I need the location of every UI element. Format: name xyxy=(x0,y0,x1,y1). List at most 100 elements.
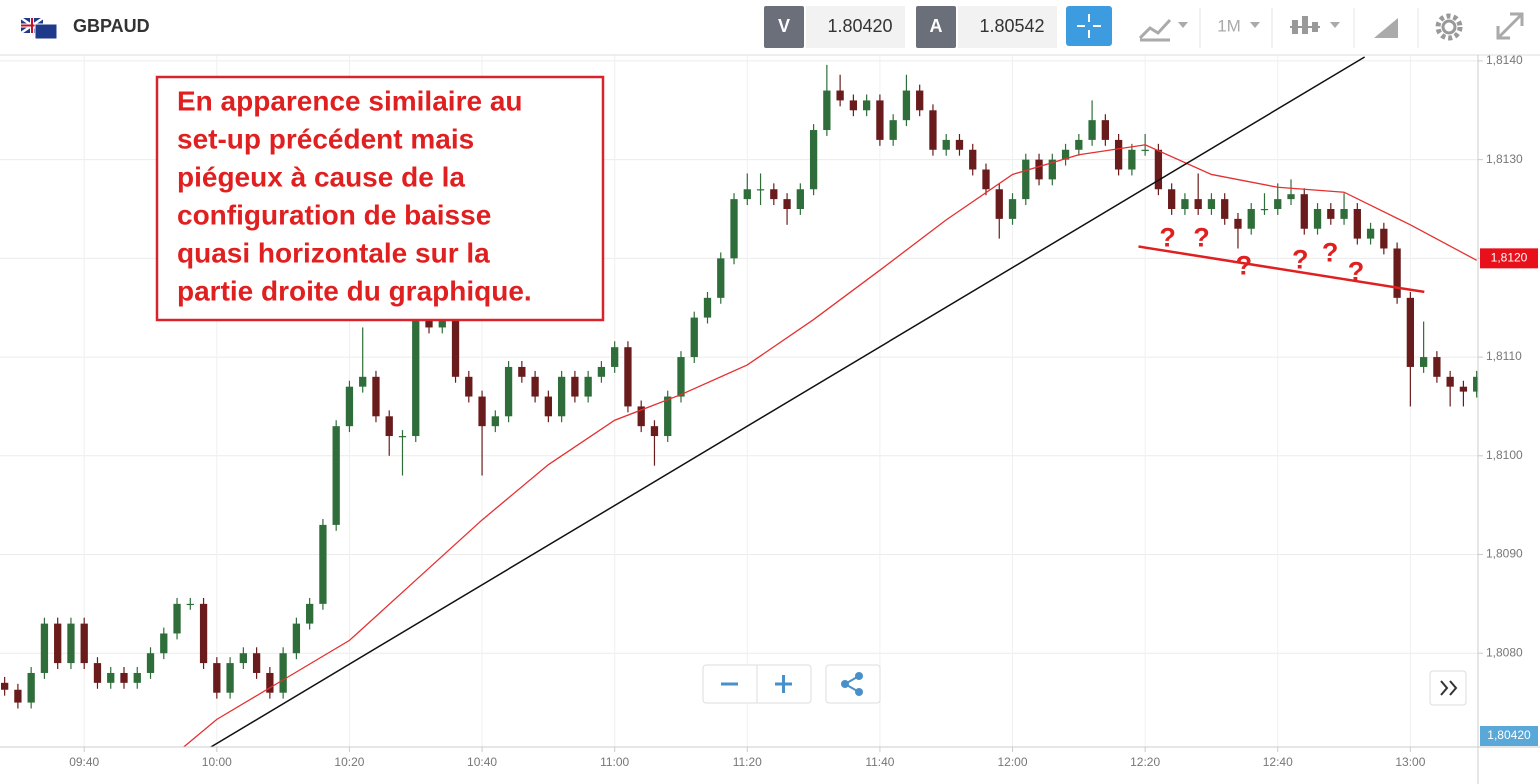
y-tick-label: 1,8140 xyxy=(1486,53,1523,67)
annotation-line: piégeux à cause de la xyxy=(177,161,465,192)
candle-body xyxy=(717,258,725,298)
candle-body xyxy=(1393,248,1401,298)
candle-body xyxy=(876,100,884,140)
question-mark: ? xyxy=(1159,223,1176,253)
candle-body xyxy=(1061,149,1070,160)
candle-body xyxy=(451,317,460,377)
candle-body xyxy=(359,376,367,387)
candle-body xyxy=(1114,139,1123,170)
x-tick-label: 10:00 xyxy=(202,755,232,769)
price-tag-box xyxy=(1480,726,1538,746)
price-tag: 1,8120 xyxy=(1480,248,1538,269)
candle-body xyxy=(107,672,115,683)
ask-box[interactable] xyxy=(958,6,1057,48)
trendline xyxy=(210,56,1365,747)
candle-body xyxy=(611,347,619,367)
candle-body xyxy=(982,169,990,190)
annotation-line: set-up précédent mais xyxy=(177,123,474,154)
candle-body xyxy=(279,653,287,693)
candle-body xyxy=(1194,199,1202,209)
candle-body xyxy=(14,689,22,703)
candle-body xyxy=(504,366,513,417)
bid-box[interactable] xyxy=(806,6,905,48)
candle-body xyxy=(637,406,645,427)
candle-body xyxy=(809,130,818,190)
candle-body xyxy=(544,396,553,417)
question-mark: ? xyxy=(1236,250,1253,280)
candle-body xyxy=(226,663,234,693)
candle-body xyxy=(571,376,579,397)
candle-body xyxy=(266,672,274,693)
candle-body xyxy=(942,139,950,150)
y-tick-label: 1,8100 xyxy=(1486,448,1523,462)
candle-body xyxy=(862,100,871,111)
candle-body xyxy=(1446,376,1454,387)
candle-body xyxy=(0,682,9,690)
candle-body xyxy=(54,623,62,664)
timeframe[interactable]: 1M xyxy=(1217,16,1241,35)
crosshair-button[interactable] xyxy=(1066,6,1112,46)
zoom-in-button[interactable] xyxy=(775,675,792,693)
candle-body xyxy=(146,653,155,673)
annotation-line: partie droite du graphique. xyxy=(177,275,532,306)
candle-body xyxy=(1035,159,1043,180)
annotation-line: configuration de baisse xyxy=(177,199,491,230)
candles-icon[interactable] xyxy=(1290,16,1320,34)
candle-body xyxy=(518,366,526,377)
settings-icon[interactable] xyxy=(1435,13,1463,41)
ask-badge[interactable] xyxy=(916,6,956,48)
annotation-line: En apparence similaire au xyxy=(177,85,523,116)
support-line xyxy=(1138,245,1425,294)
candle-body xyxy=(1340,208,1348,219)
candle-body xyxy=(584,376,592,397)
fullscreen-icon[interactable] xyxy=(1496,12,1524,40)
y-tick-label: 1,8130 xyxy=(1486,152,1523,166)
chart-type-icon[interactable] xyxy=(1138,18,1172,42)
candle-body xyxy=(1287,194,1295,200)
candle-body xyxy=(677,357,685,397)
candle-body xyxy=(849,100,858,111)
bid-badge[interactable] xyxy=(764,6,804,48)
price-tag-label: 1,80420 xyxy=(1487,728,1531,742)
question-mark: ? xyxy=(1348,256,1365,286)
candle-body xyxy=(916,90,924,111)
candle-body xyxy=(650,426,659,437)
annotation-box xyxy=(155,75,605,322)
candle-body xyxy=(823,90,831,131)
candle-body xyxy=(531,376,539,397)
candle-body xyxy=(1154,149,1163,190)
candle-body xyxy=(133,672,141,683)
scroll-icon xyxy=(1440,680,1458,696)
candle-body xyxy=(1313,208,1322,229)
candle-body xyxy=(160,633,168,654)
candle-body xyxy=(1234,218,1242,229)
candle-body xyxy=(40,623,49,673)
candle-body xyxy=(703,297,712,318)
candle-body xyxy=(412,297,420,437)
symbol: GBPAUD xyxy=(73,16,150,36)
bid-label: V xyxy=(778,16,790,36)
drawing-icon[interactable] xyxy=(1374,18,1398,38)
candle-body xyxy=(93,663,102,683)
price-tag-box xyxy=(1480,248,1538,269)
candle-body xyxy=(80,623,88,664)
x-tick-label: 11:20 xyxy=(733,755,762,769)
candle-body xyxy=(306,603,314,624)
candle-body xyxy=(1022,159,1030,200)
candle-body xyxy=(597,366,606,377)
candle-body xyxy=(491,416,499,427)
candle-body xyxy=(186,603,194,606)
share-button[interactable] xyxy=(825,664,881,704)
candle-body xyxy=(478,396,486,427)
candle-body xyxy=(465,376,473,397)
candle-body xyxy=(1247,208,1255,229)
candle-body xyxy=(1327,208,1335,219)
x-tick-label: 12:00 xyxy=(998,755,1028,769)
price-tag-label: 1,8120 xyxy=(1491,251,1528,265)
price-tag: 1,80420 xyxy=(1480,726,1538,746)
candle-body xyxy=(292,623,301,654)
candle-body xyxy=(796,189,804,209)
candle-body xyxy=(1221,199,1229,219)
crosshair-icon xyxy=(1077,14,1101,38)
candle-body xyxy=(836,90,844,101)
